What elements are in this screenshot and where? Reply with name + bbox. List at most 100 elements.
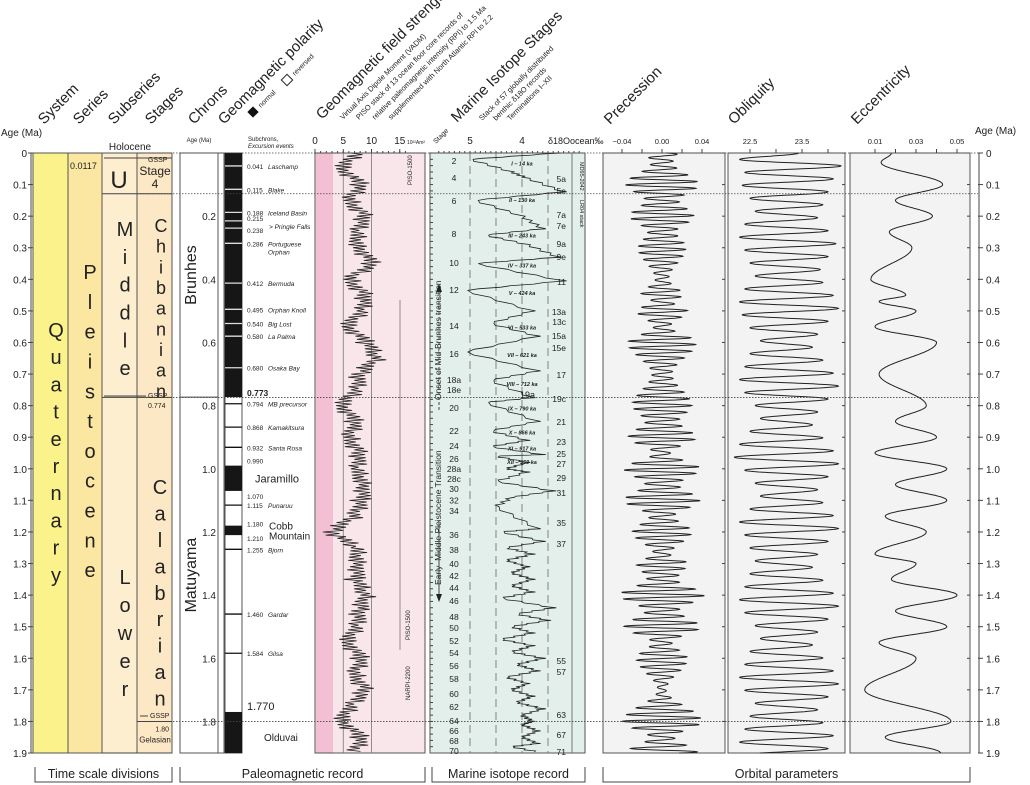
mis-stage-label: 28c (447, 474, 461, 484)
mis-stage-label: 36 (449, 530, 459, 540)
termination-label: XII – 959 ka (506, 460, 537, 466)
right-axis-tick-label: 0.1 (986, 181, 1000, 192)
termination-label: X – 866 ka (508, 430, 536, 436)
stage-chibanian: Chibanian (151, 215, 171, 402)
right-axis-tick-label: 1.7 (986, 686, 1000, 697)
chron-boundary-age: 1.070 (247, 494, 264, 501)
mis-stage-label: 19a (520, 390, 535, 400)
precession-panel (602, 152, 726, 754)
subchron-header: Excursion events (248, 144, 294, 150)
right-axis-tick-label: 0.8 (986, 402, 1000, 413)
mis-stage-label: 4 (452, 173, 457, 183)
eccentricity-panel (849, 152, 971, 754)
mis-stage-label: 10 (449, 258, 459, 268)
mis-stage-label: 34 (449, 506, 459, 516)
mis-stage-label: 7e (557, 221, 567, 231)
termination-label: V – 424 ka (509, 291, 536, 297)
left-axis-tick-label: 0.9 (13, 433, 27, 444)
normal-polarity-interval (225, 525, 242, 536)
series-pleistocene: Pleistocene (79, 262, 101, 590)
excursion-age: 0.412 (247, 281, 264, 288)
field-axis-tick-label: 15 (394, 136, 406, 147)
mis-stage-label: 63 (557, 710, 567, 720)
field-axis-tick-label: 0 (312, 136, 318, 147)
mis-stage-label: 28a (447, 464, 461, 474)
left-axis-tick-label: 1.1 (13, 496, 27, 507)
precession-tick-label: 0.04 (695, 137, 710, 146)
excursion-name: Gilsa (268, 651, 283, 658)
left-axis-tick-label: 0.5 (13, 307, 27, 318)
excursion-name: Bermuda (268, 281, 295, 288)
right-axis-tick-label: 0.3 (986, 244, 1000, 255)
termination-label: IX – 790 ka (508, 406, 536, 412)
chron-boundary-age: 1.180 (247, 522, 264, 529)
mis-stage-label: 16 (449, 349, 459, 359)
group-label: Time scale divisions (48, 767, 159, 781)
chrons-column (179, 152, 219, 754)
obliquity-panel (727, 152, 846, 754)
excursion-age: 0.115 (247, 187, 263, 194)
polarity-age-label: Age (Ma) (187, 138, 212, 144)
right-axis-tick-label: 1.8 (986, 717, 1000, 728)
subchron-mountain: Mountain (269, 532, 310, 543)
excursion-name: Big Lost (268, 322, 293, 329)
subchron-header: Subchrons, (248, 137, 279, 143)
field-axis-unit: 10²²Am² (407, 140, 425, 146)
group-bracket (431, 767, 586, 783)
normal-polarity-interval (225, 711, 242, 754)
mis-stage-label: 26 (449, 454, 459, 464)
chron-matuyama: Matuyama (183, 538, 200, 613)
mis-stage-label: 22 (449, 426, 459, 436)
mid-brunhes-transition: Onset of Mid-Brunhes transition (433, 280, 443, 400)
isotope-tick-label: 5 (467, 136, 473, 147)
chron-boundary-age: 0.990 (247, 459, 264, 466)
mis-stage-label: 48 (449, 612, 459, 622)
stage-gelasian: Gelasian (139, 735, 171, 744)
mis-stage-label: 35 (557, 518, 567, 528)
eccentricity-tick-label: 0.05 (950, 137, 965, 146)
precession-curve (621, 152, 705, 754)
mis-stage-label: 64 (449, 716, 459, 726)
left-axis-tick-label: 1.3 (13, 560, 27, 571)
mis-stage-label: 6 (452, 196, 457, 206)
field-strength-strip (316, 153, 333, 753)
left-axis-tick-label: 0.8 (13, 402, 27, 413)
termination-label: II – 130 ka (509, 198, 535, 204)
excursion-name: Blake (268, 187, 285, 194)
left-axis-tick-label: 1.7 (13, 686, 27, 697)
mis-stage-label: 60 (449, 689, 459, 699)
system-quaternary: Quaternary (45, 320, 67, 592)
mis-stage-label: 55 (557, 656, 567, 666)
vadm-curve (322, 152, 387, 752)
mis-stage-label: 15a (552, 331, 566, 341)
subchron-jaramillo: Jaramillo (255, 473, 299, 485)
mis-stage-label: 70 (449, 746, 459, 756)
mis-stage-label: 24 (449, 441, 459, 451)
precession-tick-label: −0.04 (613, 137, 632, 146)
precession-tick-label: 0.00 (655, 137, 670, 146)
left-axis-tick-label: 1.0 (13, 465, 27, 476)
excursion-name: Gardar (268, 612, 289, 619)
termination-label: IV – 337 ka (508, 263, 536, 269)
left-axis-tick-label: 0.4 (13, 275, 27, 286)
termination-label: VII – 621 ka (507, 353, 537, 359)
subchron-cobb: Cobb (269, 522, 293, 533)
piso-label: PISO-1500 (406, 610, 412, 640)
mis-stage-label: 68 (449, 736, 459, 746)
d18o-curve (466, 152, 567, 753)
group-bracket (179, 767, 426, 783)
right-axis-tick-label: 1.0 (986, 465, 1000, 476)
left-axis-tick-label: 0.2 (13, 212, 27, 223)
left-axis-tick-label: 0.1 (13, 181, 27, 192)
termination-label: III – 243 ka (508, 234, 536, 240)
mis-stage-label: 7a (557, 210, 567, 220)
mis-stage-label: 13a (552, 307, 566, 317)
termination-label: I – 14 ka (511, 161, 532, 167)
field-axis-tick-label: 10 (366, 136, 378, 147)
mis-stage-label: 9a (557, 239, 567, 249)
mis-stage-label: 57 (557, 667, 567, 677)
mis-stage-label: 30 (449, 484, 459, 494)
excursion-age: 1.460 (247, 612, 264, 619)
excursion-age: 0.580 (247, 334, 264, 341)
